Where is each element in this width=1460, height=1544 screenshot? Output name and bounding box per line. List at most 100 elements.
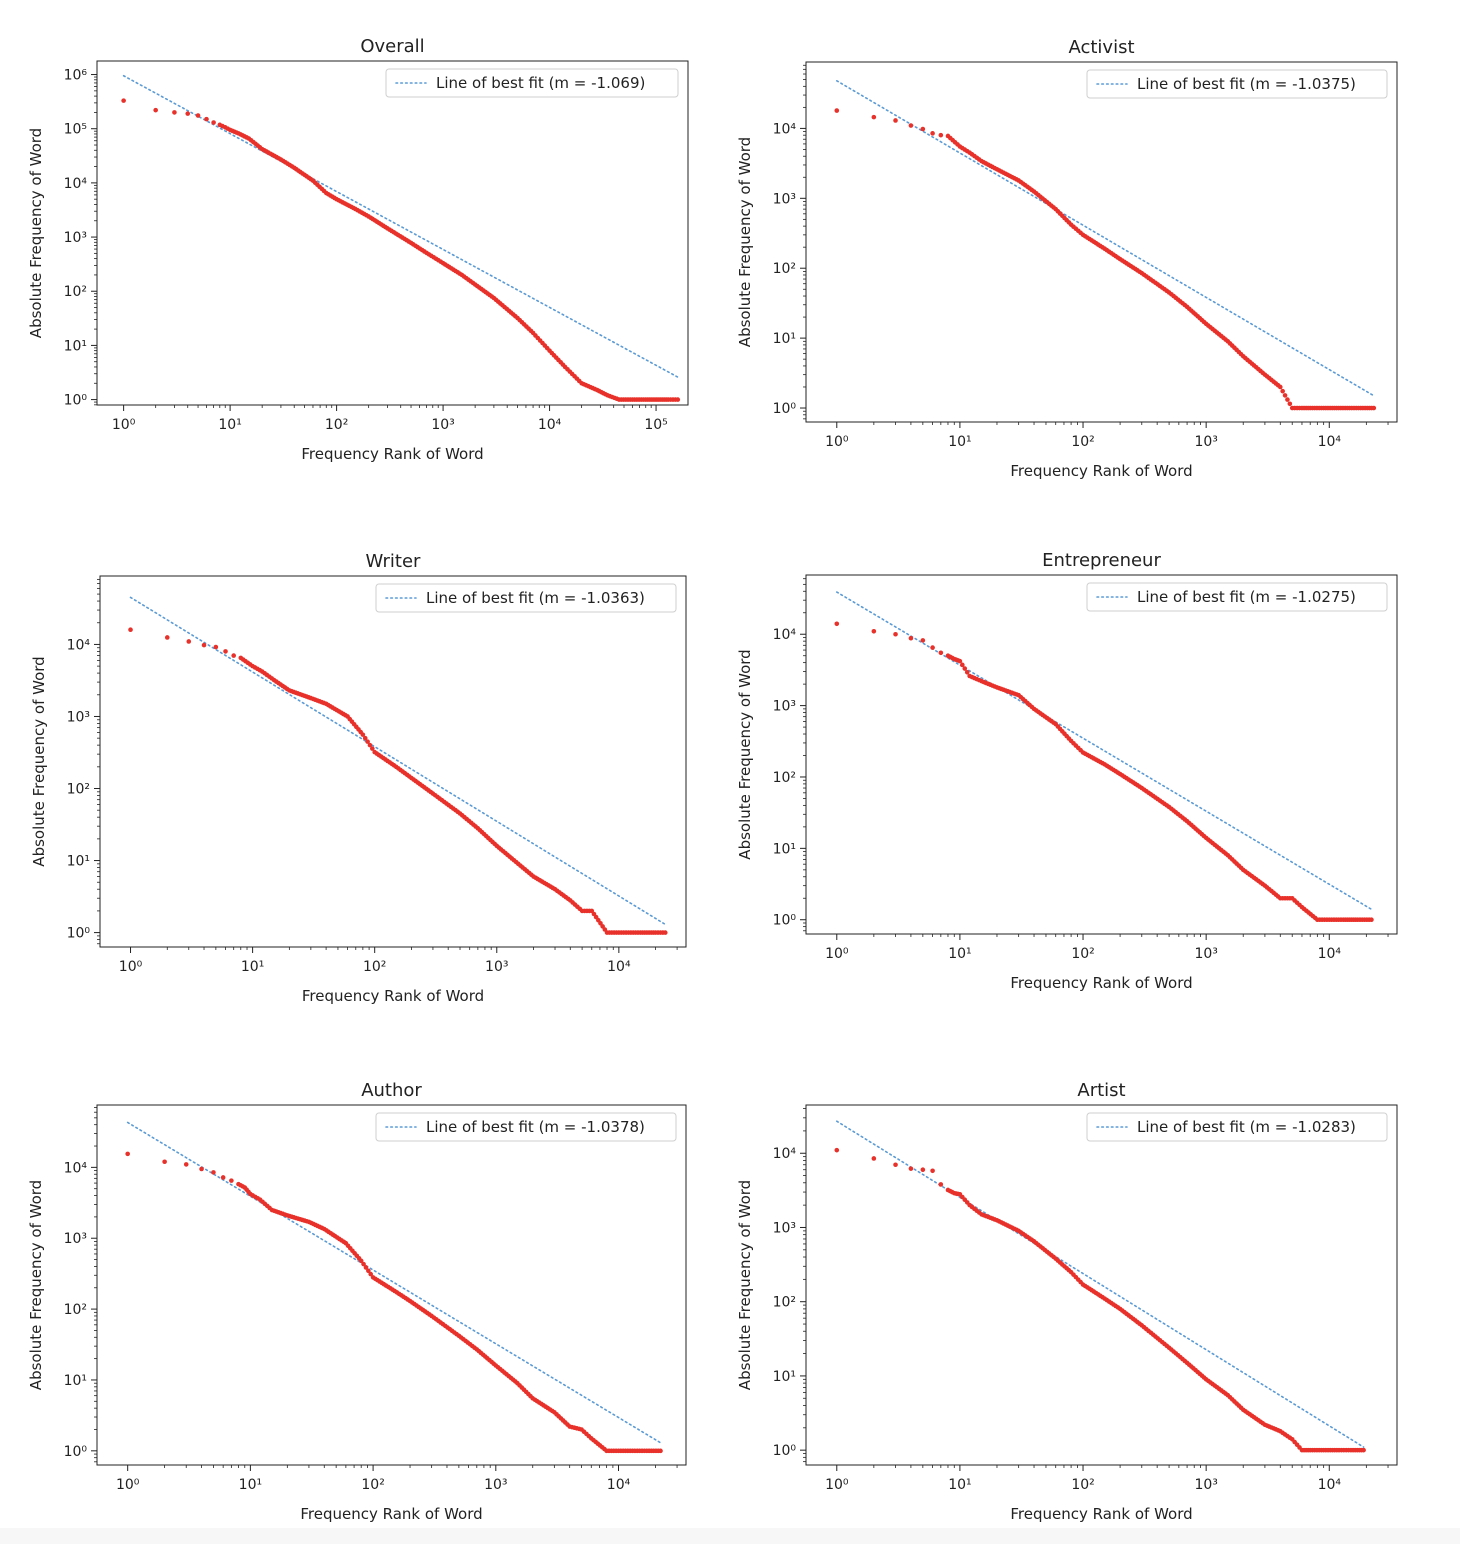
data-point-fill <box>964 669 970 675</box>
best-fit-line <box>835 591 1373 911</box>
x-tick-label: 10² <box>1071 1477 1094 1493</box>
data-point <box>871 628 877 634</box>
y-tick-label: 10³ <box>64 1231 87 1247</box>
data-point-fill <box>1282 393 1288 398</box>
data-point <box>908 635 914 641</box>
y-tick-label: 10⁰ <box>773 913 797 929</box>
y-axis-label: Absolute Frequency of Word <box>30 656 48 866</box>
y-tick-label: 10¹ <box>64 1373 87 1389</box>
data-point <box>930 645 935 650</box>
data-point-fill <box>1285 397 1290 402</box>
legend-box <box>375 583 677 613</box>
data-point <box>125 1151 130 1157</box>
x-axis-label: Frequency Rank of Word <box>300 1505 482 1523</box>
x-tick-label: 10² <box>325 417 348 433</box>
data-point-fill <box>363 1265 369 1270</box>
x-tick-label: 10¹ <box>241 959 264 975</box>
data-point <box>1277 384 1283 390</box>
plot-area <box>125 1121 663 1454</box>
data-point <box>360 732 366 737</box>
data-point-fill <box>1280 388 1285 394</box>
best-fit-line <box>129 596 667 926</box>
data-point-fill <box>361 1261 366 1267</box>
plot-area <box>834 1120 1366 1453</box>
plot-area <box>834 79 1377 411</box>
x-tick-label: 10³ <box>1194 946 1217 962</box>
y-tick-label: 10⁶ <box>64 68 88 84</box>
data-point <box>908 1166 914 1171</box>
data-point <box>153 107 158 113</box>
legend-label: Line of best fit (m = -1.0275) <box>1137 588 1356 606</box>
y-tick-label: 10⁰ <box>67 926 91 942</box>
data-point <box>658 1448 663 1454</box>
data-point <box>908 123 914 128</box>
plot-area <box>121 74 681 402</box>
x-axis-label: Frequency Rank of Word <box>1010 974 1192 992</box>
data-point <box>920 638 926 643</box>
best-fit-line <box>835 79 1375 397</box>
data-point <box>186 639 192 644</box>
plot-area <box>128 596 668 935</box>
x-tick-label: 10³ <box>484 1477 507 1493</box>
y-tick-label: 10⁴ <box>64 1160 88 1176</box>
x-tick-label: 10¹ <box>948 946 971 962</box>
x-tick-label: 10² <box>361 1477 384 1493</box>
y-tick-label: 10¹ <box>64 338 87 354</box>
y-tick-label: 10³ <box>773 699 796 715</box>
x-axis-label: Frequency Rank of Word <box>1010 462 1192 480</box>
x-tick-label: 10¹ <box>239 1477 262 1493</box>
data-point <box>211 1170 216 1175</box>
y-tick-label: 10⁴ <box>773 121 797 137</box>
data-point-fill <box>368 1271 374 1277</box>
x-tick-label: 10¹ <box>218 417 241 433</box>
data-point <box>675 397 681 402</box>
data-point-fill <box>960 662 965 668</box>
x-axis-label: Frequency Rank of Word <box>302 987 484 1005</box>
x-tick-label: 10⁰ <box>112 417 136 433</box>
data-point <box>223 649 228 654</box>
y-tick-label: 10⁰ <box>64 393 88 409</box>
legend-box <box>1086 582 1388 612</box>
x-tick-label: 10⁴ <box>1318 1477 1342 1493</box>
x-tick-label: 10³ <box>1194 1477 1217 1493</box>
x-tick-label: 10⁴ <box>1318 946 1342 962</box>
data-point <box>930 1168 935 1174</box>
x-axis: 10⁰ 10¹ 10² 10³ 10⁴ <box>825 422 1389 450</box>
data-point <box>1361 1447 1366 1453</box>
x-tick-label: 10⁰ <box>825 946 849 962</box>
x-tick-label: 10⁰ <box>116 1477 140 1493</box>
data-point <box>834 1147 840 1153</box>
data-point <box>920 126 926 132</box>
chart-title: Author <box>361 1080 422 1101</box>
y-axis: 10⁰ 10¹ 10² 10³ 10⁴ <box>64 1107 97 1463</box>
legend-box <box>375 1112 677 1142</box>
data-point <box>938 132 944 138</box>
data-point-fill <box>367 742 373 748</box>
y-tick-label: 10⁰ <box>773 401 797 417</box>
x-axis: 10⁰ 10¹ 10² 10³ 10⁴ <box>119 947 678 975</box>
data-point <box>195 113 201 118</box>
y-axis: 10⁰ 10¹ 10² 10³ 10⁴ <box>773 578 806 932</box>
y-tick-label: 10³ <box>773 1220 796 1236</box>
x-axis: 10⁰ 10¹ 10² 10³ 10⁴ 10⁵ <box>112 405 668 433</box>
legend-box <box>1086 1112 1388 1142</box>
x-tick-label: 10⁴ <box>607 1477 631 1493</box>
data-point <box>938 1182 944 1187</box>
data-point <box>183 1162 189 1167</box>
x-tick-label: 10⁵ <box>644 417 667 433</box>
data-point <box>938 650 944 656</box>
legend-label: Line of best fit (m = -1.069) <box>436 74 645 92</box>
legend: Line of best fit (m = -1.0283) <box>1086 1112 1388 1142</box>
y-tick-label: 10² <box>64 284 87 300</box>
y-axis-label: Absolute Frequency of Word <box>736 137 754 347</box>
y-tick-label: 10² <box>773 261 796 277</box>
legend-box <box>1086 69 1388 99</box>
chart-title: Writer <box>366 551 422 572</box>
x-tick-label: 10¹ <box>948 1477 971 1493</box>
